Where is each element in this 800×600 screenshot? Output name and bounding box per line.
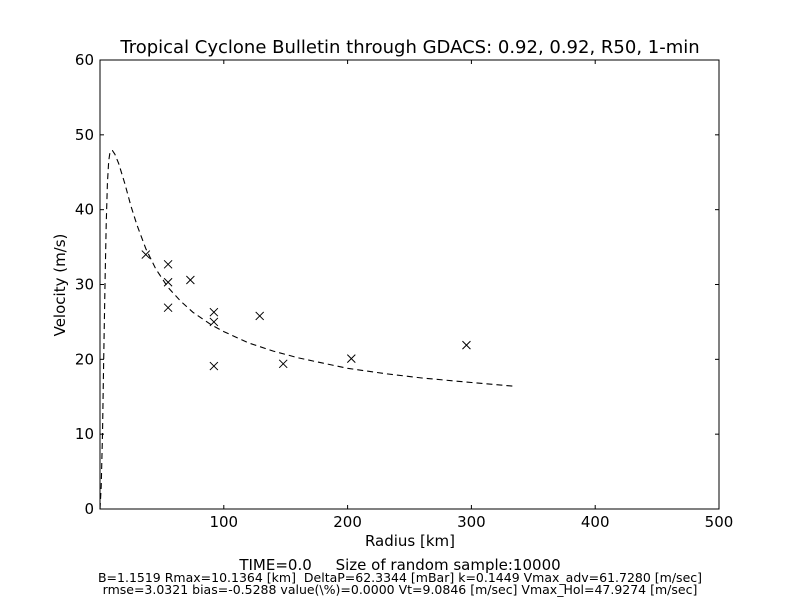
x-tick-label: 400 <box>581 513 610 531</box>
observation-marker-stroke <box>346 354 356 363</box>
plot-frame <box>99 59 720 510</box>
observation-point <box>163 259 173 269</box>
observation-marker-stroke <box>163 259 173 269</box>
observation-marker-stroke <box>209 361 219 371</box>
observation-point <box>141 250 151 259</box>
observation-point <box>186 275 195 285</box>
y-axis-label: Velocity (m/s) <box>51 234 69 337</box>
observation-point <box>163 277 173 287</box>
observation-point <box>346 354 356 363</box>
footer-time-sample: TIME=0.0 Size of random sample:10000 <box>238 556 560 574</box>
observation-point <box>163 303 173 313</box>
observation-marker-stroke <box>209 307 219 317</box>
observation-point <box>209 361 219 371</box>
observation-marker-stroke <box>255 311 265 321</box>
y-tick-label: 60 <box>75 51 94 69</box>
observation-marker-stroke <box>278 359 288 369</box>
observation-marker-stroke <box>163 303 173 313</box>
footer-fit-params: B=1.1519 Rmax=10.1364 [km] DeltaP=62.334… <box>98 570 702 585</box>
observation-marker-stroke <box>209 317 219 327</box>
y-tick-label: 40 <box>75 201 94 219</box>
footer-fit-stats: rmse=3.0321 bias=-0.5288 value(\%)=0.000… <box>103 582 698 597</box>
x-tick-label: 100 <box>209 513 238 531</box>
x-axis-label: Radius [km] <box>365 532 455 550</box>
observation-point <box>209 307 219 317</box>
profile-fit-line <box>99 149 515 510</box>
observation-point <box>255 311 265 321</box>
y-tick-label: 50 <box>75 126 94 144</box>
y-tick-label: 0 <box>84 500 94 518</box>
chart-title: Tropical Cyclone Bulletin through GDACS:… <box>119 37 699 58</box>
y-tick-label: 20 <box>75 350 94 368</box>
observation-marker-stroke <box>186 275 195 285</box>
observation-marker-stroke <box>141 250 151 259</box>
x-tick-label: 500 <box>705 513 734 531</box>
observation-point <box>278 359 288 369</box>
x-tick-label: 300 <box>457 513 486 531</box>
y-tick-label: 10 <box>75 425 94 443</box>
observation-marker-stroke <box>163 277 173 287</box>
observation-point <box>462 340 471 350</box>
observation-marker-stroke <box>462 340 471 350</box>
observation-point <box>209 317 219 327</box>
y-tick-label: 30 <box>75 276 94 294</box>
x-tick-label: 200 <box>333 513 362 531</box>
plot-area: 100 200 300 400 500 0 10 20 30 40 50 60 <box>75 51 733 531</box>
